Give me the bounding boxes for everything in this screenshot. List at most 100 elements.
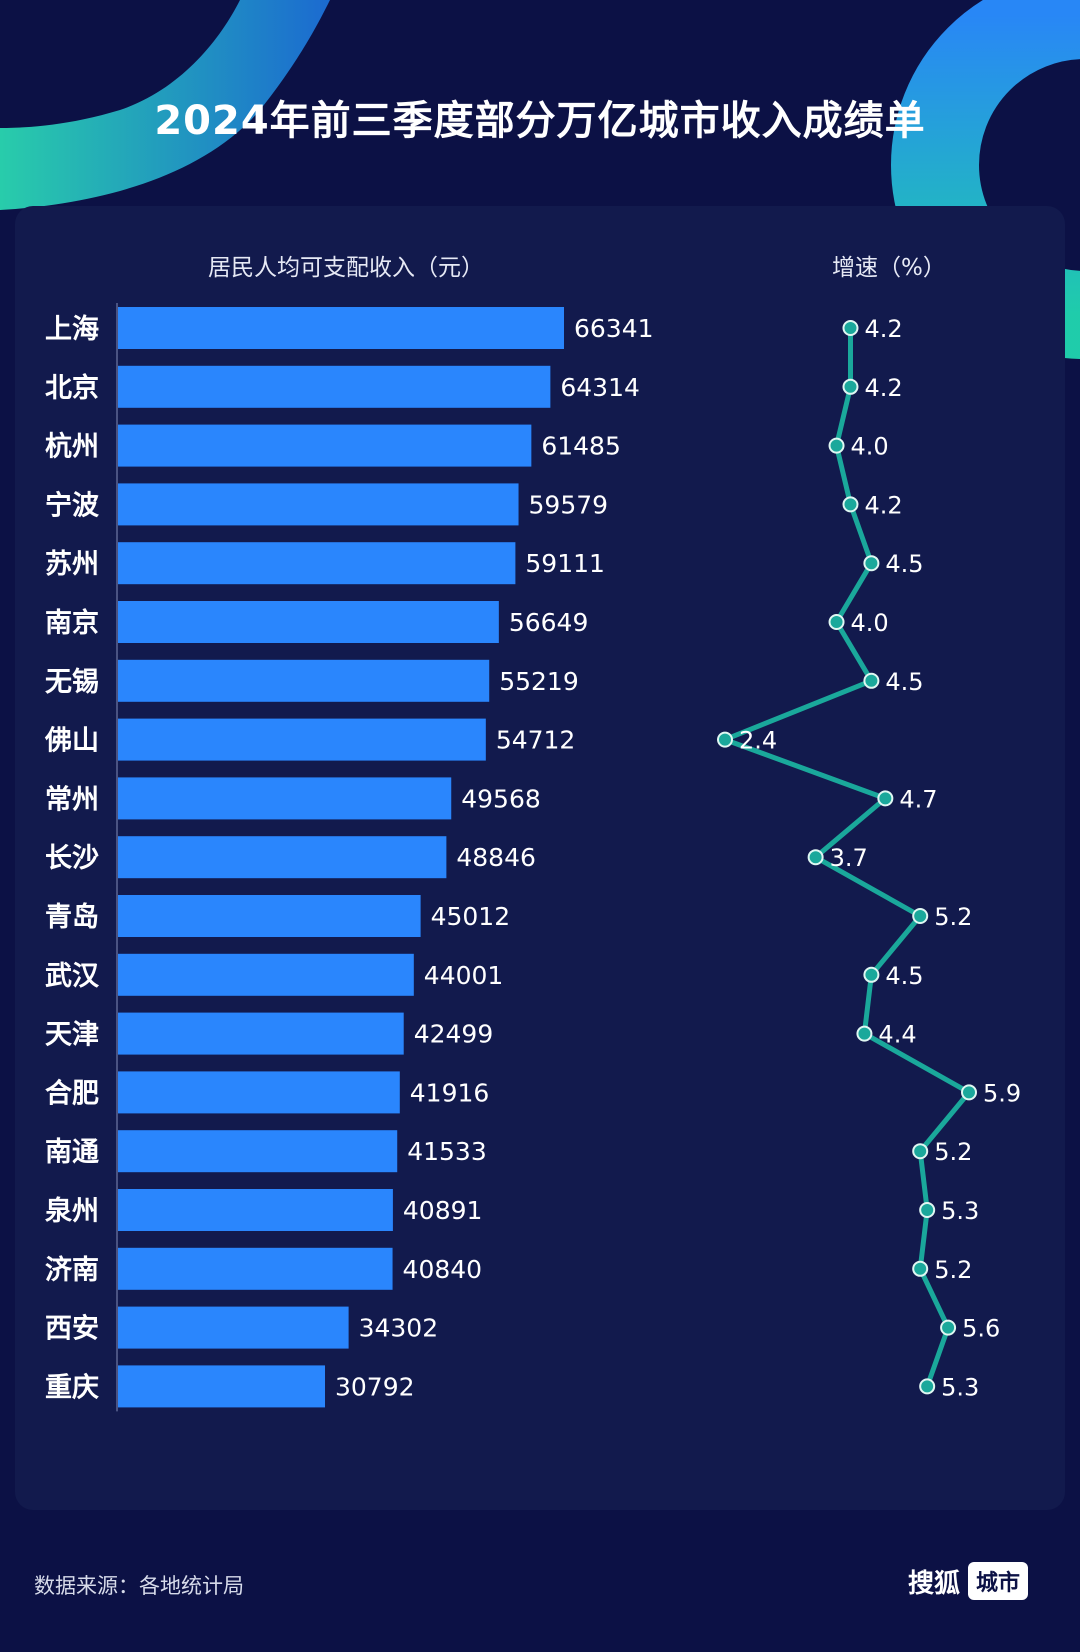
income-bar — [118, 1130, 398, 1173]
income-bar — [118, 307, 564, 349]
city-label: 天津 — [45, 1020, 99, 1051]
income-value-label: 30792 — [335, 1372, 415, 1401]
income-bar — [118, 1365, 326, 1408]
income-value-label: 41533 — [407, 1137, 487, 1166]
city-label: 合肥 — [45, 1077, 99, 1109]
growth-value-label: 4.2 — [864, 491, 902, 519]
growth-point — [717, 731, 733, 748]
income-bar — [118, 1247, 393, 1290]
income-value-label: 66341 — [574, 314, 654, 343]
growth-value-label: 4.5 — [885, 550, 923, 578]
growth-point — [919, 1378, 936, 1395]
income-value-label: 59111 — [525, 549, 605, 578]
brand-name: 搜狐 — [908, 1568, 961, 1599]
growth-value-label: 5.3 — [941, 1373, 979, 1401]
growth-point — [807, 849, 824, 866]
brand-badge: 城市 — [968, 1562, 1029, 1600]
city-label: 上海 — [45, 314, 99, 345]
city-label: 佛山 — [44, 726, 99, 757]
income-bar — [118, 777, 452, 820]
growth-point — [912, 908, 929, 924]
growth-point — [912, 1260, 929, 1277]
income-bar — [118, 424, 532, 467]
right-ring-shape — [891, 0, 1080, 359]
income-bar — [118, 365, 551, 408]
income-value-label: 45012 — [431, 902, 511, 931]
growth-value-label: 5.6 — [962, 1315, 1000, 1343]
income-value-label: 42499 — [414, 1020, 494, 1049]
city-label: 无锡 — [45, 667, 99, 698]
city-label: 北京 — [45, 372, 99, 404]
growth-value-label: 4.0 — [851, 433, 889, 461]
income-value-label: 61485 — [541, 432, 621, 461]
growth-point — [842, 496, 859, 513]
growth-point — [856, 1025, 873, 1042]
city-label: 武汉 — [45, 961, 100, 992]
data-source-note: 数据来源：各地统计局 — [34, 1574, 244, 1598]
growth-point — [842, 320, 859, 336]
growth-value-label: 4.2 — [864, 315, 902, 343]
city-label: 南通 — [45, 1137, 99, 1168]
income-value-label: 44001 — [424, 961, 504, 990]
city-label: 杭州 — [45, 431, 99, 463]
growth-point — [828, 614, 845, 630]
city-label: 西安 — [45, 1314, 99, 1345]
income-bar — [118, 1012, 404, 1055]
city-label: 宁波 — [45, 489, 100, 521]
income-bar — [118, 483, 519, 526]
city-label: 常州 — [45, 784, 99, 815]
growth-point — [940, 1319, 957, 1336]
income-bar — [118, 1071, 400, 1114]
income-value-label: 40891 — [403, 1196, 483, 1225]
income-value-label: 54712 — [496, 726, 576, 755]
income-value-label: 56649 — [509, 608, 589, 637]
income-header: 居民人均可支配收入（元） — [208, 255, 484, 281]
growth-value-label: 4.4 — [878, 1021, 916, 1049]
income-value-label: 48846 — [456, 843, 536, 872]
left-arc-shape — [0, 0, 330, 210]
chart-title: 2024年前三季度部分万亿城市收入成绩单 — [154, 98, 926, 144]
growth-point — [863, 672, 880, 689]
city-label: 南京 — [45, 607, 99, 639]
growth-point — [877, 790, 894, 807]
growth-value-label: 5.3 — [941, 1197, 979, 1225]
city-label: 泉州 — [45, 1195, 99, 1227]
income-value-label: 49568 — [461, 784, 541, 813]
growth-value-label: 4.7 — [899, 785, 937, 813]
growth-value-label: 4.5 — [885, 668, 923, 696]
growth-value-label: 4.5 — [885, 962, 923, 990]
growth-point — [842, 378, 859, 395]
growth-point — [863, 555, 880, 572]
growth-value-label: 3.7 — [830, 844, 868, 872]
income-bar — [118, 1189, 393, 1231]
growth-header: 增速（%） — [832, 255, 946, 281]
growth-value-label: 4.0 — [851, 609, 889, 637]
city-label: 青岛 — [45, 901, 99, 933]
income-value-label: 64314 — [560, 373, 640, 402]
growth-value-label: 5.2 — [934, 1138, 972, 1166]
growth-point — [863, 966, 880, 983]
income-bar — [118, 659, 490, 702]
income-bar — [118, 836, 447, 879]
growth-point — [828, 437, 845, 454]
growth-value-label: 5.2 — [934, 1256, 972, 1284]
growth-point — [919, 1202, 936, 1218]
income-value-label: 59579 — [529, 490, 609, 519]
income-bar — [118, 953, 414, 996]
growth-value-label: 4.2 — [864, 374, 902, 402]
income-bar — [118, 1306, 349, 1349]
city-label: 长沙 — [45, 843, 99, 874]
income-bar — [118, 895, 421, 937]
growth-point — [912, 1143, 929, 1160]
growth-value-label: 5.9 — [983, 1079, 1021, 1107]
income-bar — [118, 601, 499, 643]
city-label: 苏州 — [45, 549, 99, 580]
growth-value-label: 2.4 — [739, 727, 777, 755]
growth-value-label: 5.2 — [934, 903, 972, 931]
income-value-label: 55219 — [499, 667, 579, 696]
income-value-label: 34302 — [359, 1314, 439, 1343]
income-value-label: 40840 — [403, 1255, 483, 1284]
income-bar — [118, 718, 486, 761]
income-bar — [118, 542, 516, 585]
